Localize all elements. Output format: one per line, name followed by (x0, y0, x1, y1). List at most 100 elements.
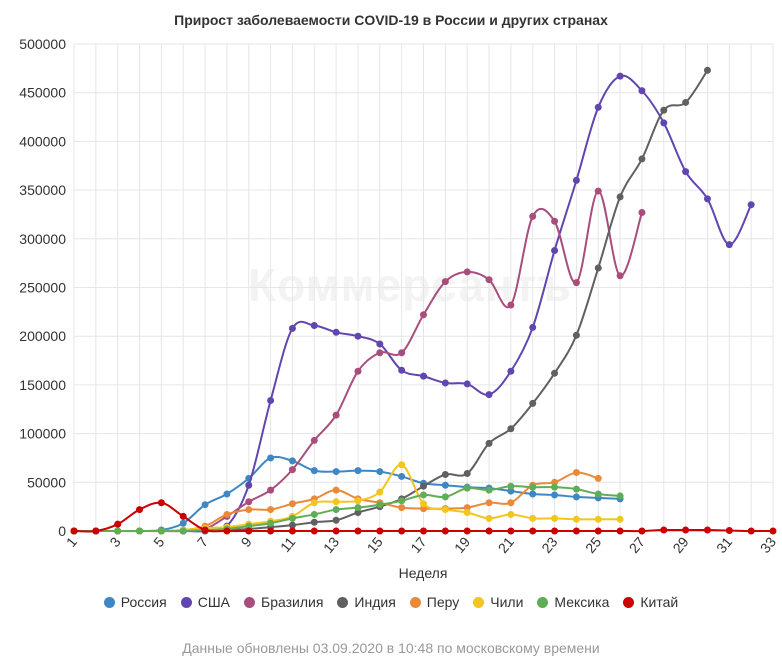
data-point[interactable] (572, 176, 580, 184)
data-point[interactable] (310, 499, 318, 507)
data-point[interactable] (725, 241, 733, 249)
data-point[interactable] (594, 264, 602, 272)
data-point[interactable] (136, 506, 144, 514)
data-point[interactable] (616, 527, 624, 535)
data-point[interactable] (485, 439, 493, 447)
data-point[interactable] (310, 467, 318, 475)
data-point[interactable] (551, 246, 559, 254)
data-point[interactable] (310, 527, 318, 535)
data-point[interactable] (223, 527, 231, 535)
data-point[interactable] (682, 526, 690, 534)
data-point[interactable] (398, 366, 406, 374)
data-point[interactable] (485, 514, 493, 522)
data-point[interactable] (288, 500, 296, 508)
data-point[interactable] (157, 527, 165, 535)
data-point[interactable] (223, 490, 231, 498)
data-point[interactable] (463, 527, 471, 535)
data-point[interactable] (332, 527, 340, 535)
data-point[interactable] (398, 527, 406, 535)
data-point[interactable] (463, 470, 471, 478)
data-point[interactable] (463, 508, 471, 516)
data-point[interactable] (223, 510, 231, 518)
data-point[interactable] (485, 527, 493, 535)
data-point[interactable] (463, 504, 471, 512)
data-point[interactable] (638, 87, 646, 95)
data-point[interactable] (420, 505, 427, 513)
data-point[interactable] (332, 486, 340, 494)
data-point[interactable] (420, 527, 427, 535)
data-point[interactable] (572, 515, 580, 523)
data-point[interactable] (267, 454, 275, 462)
data-point[interactable] (332, 516, 340, 524)
data-point[interactable] (572, 493, 580, 501)
data-point[interactable] (179, 527, 187, 535)
data-point[interactable] (157, 499, 165, 507)
data-point[interactable] (288, 457, 296, 465)
legend-item-3[interactable]: Индия (337, 594, 396, 610)
data-point[interactable] (288, 514, 296, 522)
legend-item-4[interactable]: Перу (409, 594, 459, 610)
legend-item-2[interactable]: Бразилия (244, 594, 323, 610)
data-point[interactable] (594, 187, 602, 195)
data-point[interactable] (354, 332, 362, 340)
data-point[interactable] (529, 212, 537, 220)
data-point[interactable] (551, 527, 559, 535)
data-point[interactable] (703, 195, 711, 203)
data-point[interactable] (420, 372, 427, 380)
data-point[interactable] (245, 522, 253, 530)
data-point[interactable] (507, 510, 515, 518)
legend-item-5[interactable]: Чили (473, 594, 523, 610)
data-point[interactable] (310, 510, 318, 518)
data-point[interactable] (616, 492, 624, 500)
data-point[interactable] (376, 527, 384, 535)
data-point[interactable] (376, 501, 384, 509)
data-point[interactable] (529, 490, 537, 498)
data-point[interactable] (441, 278, 449, 286)
data-point[interactable] (267, 396, 275, 404)
data-point[interactable] (332, 468, 340, 476)
data-point[interactable] (551, 483, 559, 491)
data-point[interactable] (507, 482, 515, 490)
data-point[interactable] (507, 367, 515, 375)
data-point[interactable] (529, 514, 537, 522)
data-point[interactable] (376, 349, 384, 357)
data-point[interactable] (354, 508, 362, 516)
data-point[interactable] (332, 411, 340, 419)
data-point[interactable] (682, 168, 690, 176)
data-point[interactable] (551, 491, 559, 499)
data-point[interactable] (267, 519, 275, 527)
data-point[interactable] (114, 520, 122, 528)
data-point[interactable] (354, 367, 362, 375)
data-point[interactable] (572, 485, 580, 493)
data-point[interactable] (288, 466, 296, 474)
data-point[interactable] (551, 514, 559, 522)
data-point[interactable] (420, 500, 427, 508)
data-point[interactable] (310, 321, 318, 329)
data-point[interactable] (179, 512, 187, 520)
data-point[interactable] (398, 497, 406, 505)
data-point[interactable] (507, 499, 515, 507)
data-point[interactable] (485, 276, 493, 284)
data-point[interactable] (441, 493, 449, 501)
data-point[interactable] (572, 279, 580, 287)
data-point[interactable] (507, 425, 515, 433)
data-point[interactable] (332, 328, 340, 336)
data-point[interactable] (507, 487, 515, 495)
data-point[interactable] (332, 506, 340, 514)
data-point[interactable] (136, 527, 144, 535)
data-point[interactable] (594, 490, 602, 498)
data-point[interactable] (354, 504, 362, 512)
data-point[interactable] (485, 486, 493, 494)
legend-item-6[interactable]: Мексика (537, 594, 609, 610)
data-point[interactable] (551, 369, 559, 377)
data-point[interactable] (245, 498, 253, 506)
data-point[interactable] (616, 72, 624, 80)
data-point[interactable] (485, 499, 493, 507)
data-point[interactable] (594, 527, 602, 535)
data-point[interactable] (529, 323, 537, 331)
data-point[interactable] (616, 272, 624, 280)
data-point[interactable] (398, 461, 406, 469)
data-point[interactable] (245, 481, 253, 489)
data-point[interactable] (463, 268, 471, 276)
data-point[interactable] (507, 301, 515, 309)
